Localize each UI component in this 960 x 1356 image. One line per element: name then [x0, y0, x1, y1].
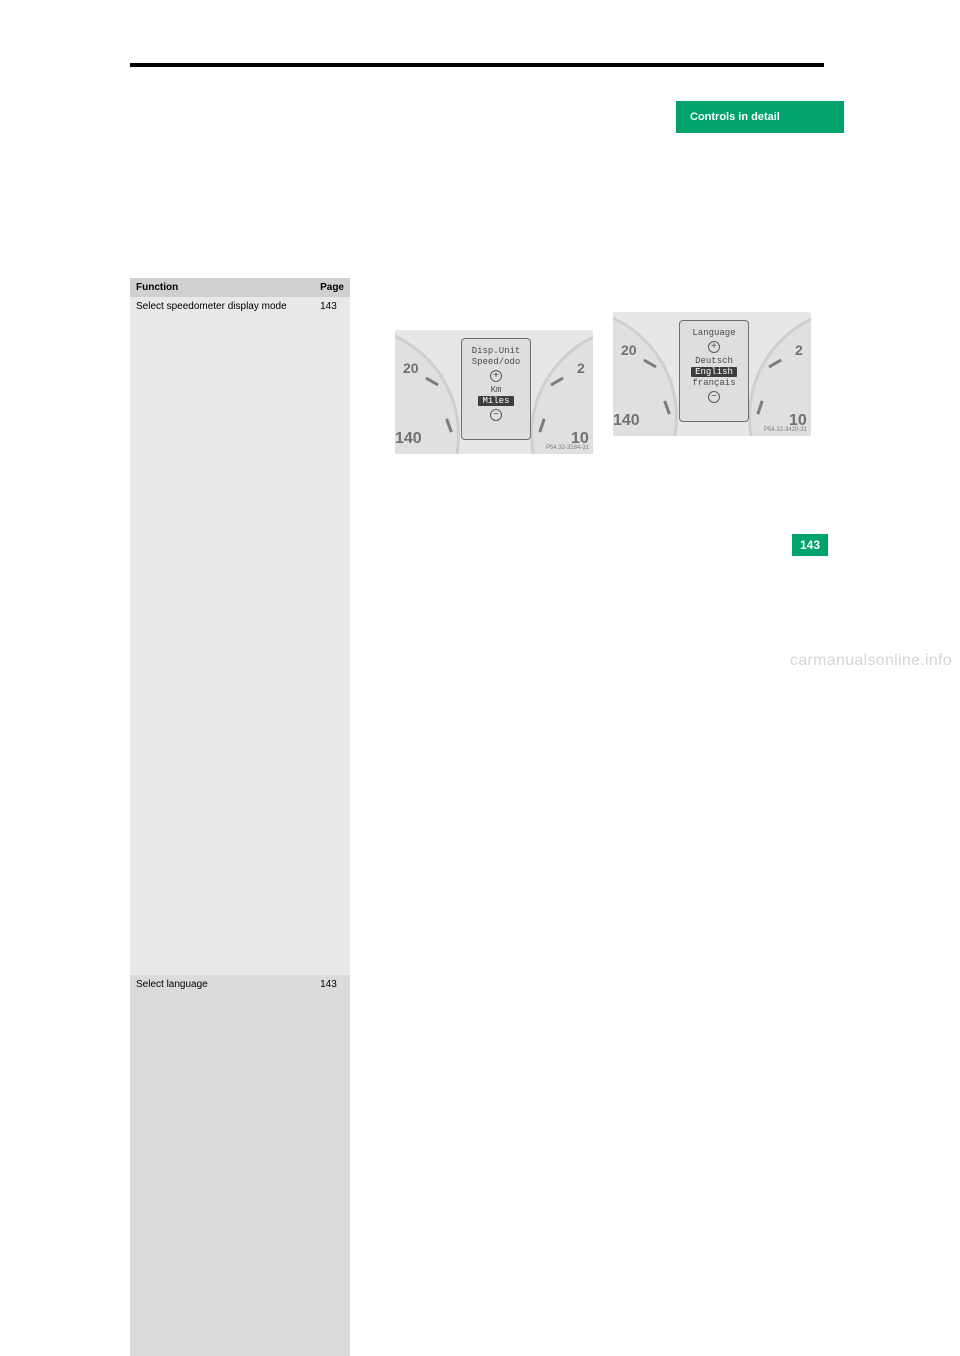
page-container: Controls in detail Function Page Select …	[0, 0, 960, 678]
table-header-row: Function Page	[130, 278, 350, 297]
cell-page: 143	[314, 975, 350, 1356]
gauge-num: 140	[613, 412, 640, 430]
gauge-num: 2	[795, 342, 803, 358]
top-black-bar	[130, 63, 824, 67]
screen-line: Language	[680, 328, 748, 338]
lcd-screen: Disp.Unit Speed/odo + Km Miles −	[461, 338, 531, 440]
screen-option: Km	[462, 385, 530, 395]
gauge-num: 140	[395, 430, 422, 448]
gauge-display-unit: 20 140 2 10 Disp.Unit Speed/odo + Km Mil…	[395, 330, 593, 454]
section-tab-title: Controls in detail	[690, 111, 780, 123]
minus-icon: −	[708, 391, 720, 403]
gauge-num: 20	[621, 342, 637, 358]
screen-option: Deutsch	[680, 356, 748, 366]
screen-line: Speed/odo	[462, 357, 530, 367]
cell-func: Select language	[130, 975, 314, 1356]
cell-func: Select speedometer display mode	[130, 297, 314, 975]
function-table: Function Page Select speedometer display…	[130, 278, 350, 1356]
watermark: carmanualsonline.info	[790, 652, 952, 670]
screen-line: Disp.Unit	[462, 346, 530, 356]
screen-option-selected: Miles	[462, 396, 530, 406]
screen-option: français	[680, 378, 748, 388]
gauge-num: 2	[577, 360, 585, 376]
gauge-language: 20 140 2 10 Language + Deutsch English f…	[613, 312, 811, 436]
minus-icon: −	[490, 409, 502, 421]
plus-icon: +	[708, 341, 720, 353]
table-row: Select language 143	[130, 975, 350, 1356]
cell-page: 143	[314, 297, 350, 975]
col-page: Page	[314, 278, 350, 297]
gauge-num: 20	[403, 360, 419, 376]
page-number-badge: 143	[792, 534, 828, 556]
section-tab: Controls in detail	[676, 101, 844, 133]
photo-id: P54.32-3184-31	[546, 445, 589, 451]
page-number: 143	[800, 538, 820, 552]
table-row: Select speedometer display mode 143	[130, 297, 350, 975]
screen-option-selected: English	[680, 367, 748, 377]
photo-id: P54.32-3420-31	[764, 427, 807, 433]
lcd-screen: Language + Deutsch English français −	[679, 320, 749, 422]
plus-icon: +	[490, 370, 502, 382]
col-function: Function	[130, 278, 314, 297]
